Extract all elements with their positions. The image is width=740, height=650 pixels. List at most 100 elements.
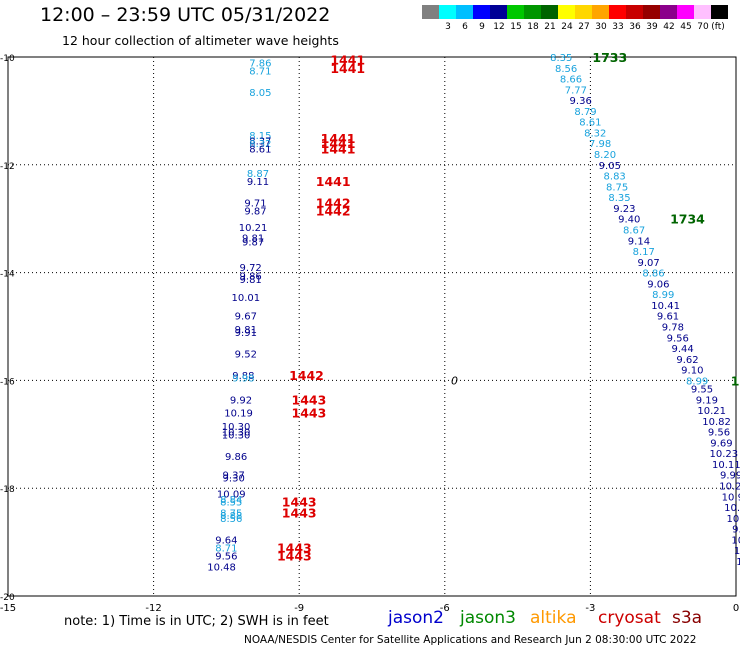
wave-height-label: 8.15 — [249, 131, 271, 142]
wave-height-label: 10.29 — [719, 482, 740, 493]
wave-height-label: 10.48 — [207, 562, 236, 573]
x-tick-label: -12 — [145, 603, 161, 614]
wave-height-label: 7.98 — [589, 139, 611, 150]
x-tick-label: -9 — [294, 603, 304, 614]
pass-time-label: 1443 — [277, 540, 312, 555]
wave-height-label: 10.21 — [697, 406, 726, 417]
wave-height-label: 8.32 — [584, 128, 606, 139]
wave-height-label: 9.40 — [618, 215, 640, 226]
wave-height-label: 9.37 — [223, 471, 245, 482]
color-swatch — [660, 5, 677, 19]
wave-height-label: 8.56 — [555, 64, 577, 75]
color-scale-tick: 27 — [578, 22, 590, 32]
wave-height-label: 9.52 — [235, 349, 257, 360]
satellite-altika: altika — [530, 608, 577, 628]
wave-height-label: 9.64 — [215, 535, 237, 546]
wave-height-label: 9.88 — [232, 371, 254, 382]
wave-height-label: 8.20 — [594, 150, 616, 161]
pass-time-label: 1443 — [292, 392, 327, 407]
wave-height-label: 8.17 — [633, 247, 655, 258]
color-scale-tick: 3 — [445, 22, 451, 32]
wave-height-label: 9.36 — [570, 96, 592, 107]
wave-height-label: 8.05 — [249, 88, 271, 99]
color-scale-tick: 70 — [697, 22, 709, 32]
color-swatch — [694, 5, 711, 19]
wave-height-label: 9.78 — [662, 323, 684, 334]
wave-height-label: 10.21 — [239, 223, 268, 234]
satellite-cryosat: cryosat — [598, 608, 661, 628]
wave-height-label: 9.55 — [691, 384, 713, 395]
color-swatch — [609, 5, 626, 19]
wave-height-label: 8.67 — [623, 225, 645, 236]
wave-height-label: 10.11 — [712, 460, 740, 471]
wave-height-label: 8.71 — [215, 543, 237, 554]
wave-height-label: 9.19 — [696, 395, 718, 406]
wave-height-label: 9.69 — [710, 438, 732, 449]
wave-height-label: 8.35 — [550, 53, 572, 64]
satellite-s3a: s3a — [672, 608, 703, 628]
wave-height-label: 8.37 — [249, 137, 271, 148]
wave-height-label: 8.99 — [652, 290, 674, 301]
wave-height-label: 8.66 — [560, 75, 582, 86]
color-swatch — [541, 5, 558, 19]
wave-height-label: 10.30 — [222, 428, 251, 439]
pass-time-label: 1442 — [316, 204, 351, 219]
color-swatch — [575, 5, 592, 19]
y-tick-label: -14 — [0, 270, 15, 280]
plot-frame — [7, 56, 737, 597]
wave-height-label: 8.32 — [249, 139, 271, 150]
y-tick-label: -10 — [0, 54, 15, 64]
wave-height-label: 9.81 — [240, 275, 262, 286]
color-scale-tick: 45 — [680, 22, 692, 32]
y-tick-label: -18 — [0, 485, 15, 495]
satellite-jason2: jason2 — [388, 608, 444, 628]
color-scale-tick: 9 — [479, 22, 485, 32]
wave-height-label: 8.99 — [686, 376, 708, 387]
x-tick-label: -6 — [440, 603, 450, 614]
wave-height-label: 9.05 — [599, 161, 621, 172]
wave-height-label: 9.98 — [232, 374, 254, 385]
pass-time-label: 1441 — [321, 142, 356, 157]
color-scale-unit: (ft) — [711, 22, 725, 32]
wave-height-label: 9.06 — [647, 279, 669, 290]
wave-height-label: 10.30 — [222, 430, 251, 441]
satellite-jason3: jason3 — [460, 608, 516, 628]
wave-height-label: 10.89 — [736, 557, 740, 568]
chart-title: 12:00 – 23:59 UTC 05/31/2022 — [40, 4, 331, 26]
wave-height-label: 9.56 — [667, 333, 689, 344]
wave-height-label: 7.77 — [565, 85, 587, 96]
pass-time-label: 1734 — [670, 212, 705, 227]
wave-height-label: 10.95 — [722, 492, 740, 503]
x-tick-label: -3 — [585, 603, 595, 614]
wave-height-label: 8.61 — [249, 145, 271, 156]
x-tick-label: 0 — [733, 603, 739, 614]
wave-height-label: 7.86 — [249, 58, 271, 69]
wave-height-label: 8.55 — [220, 498, 242, 509]
credit-line: NOAA/NESDIS Center for Satellite Applica… — [244, 634, 697, 646]
color-swatch — [677, 5, 694, 19]
pass-time-label: 1442 — [289, 368, 324, 383]
color-swatch — [473, 5, 490, 19]
wave-height-label: 10.30 — [222, 422, 251, 433]
wave-height-label: 10.41 — [651, 301, 680, 312]
y-tick-label: -16 — [0, 377, 15, 387]
pass-time-label: 1442 — [316, 196, 351, 211]
wave-height-label: 8.87 — [247, 169, 269, 180]
wave-height-label: 9.56 — [708, 428, 730, 439]
wave-height-label: 10.23 — [724, 503, 740, 514]
x-tick-label: -15 — [0, 603, 16, 614]
pass-time-label: 1441 — [330, 61, 365, 76]
color-scale-tick: 33 — [612, 22, 624, 32]
wave-height-label: 9.99 — [720, 471, 740, 482]
wave-height-label: 9.56 — [215, 552, 237, 563]
color-swatch — [524, 5, 541, 19]
wave-height-label: 10.09 — [217, 490, 246, 501]
color-swatch — [490, 5, 507, 19]
color-scale-tick: 18 — [527, 22, 539, 32]
pass-time-label: 1443 — [277, 549, 312, 564]
color-scale-tick: 24 — [561, 22, 573, 32]
wave-height-label: 9.44 — [671, 344, 693, 355]
color-scale-tick: 6 — [462, 22, 468, 32]
wave-height-label: 10.01 — [231, 293, 260, 304]
